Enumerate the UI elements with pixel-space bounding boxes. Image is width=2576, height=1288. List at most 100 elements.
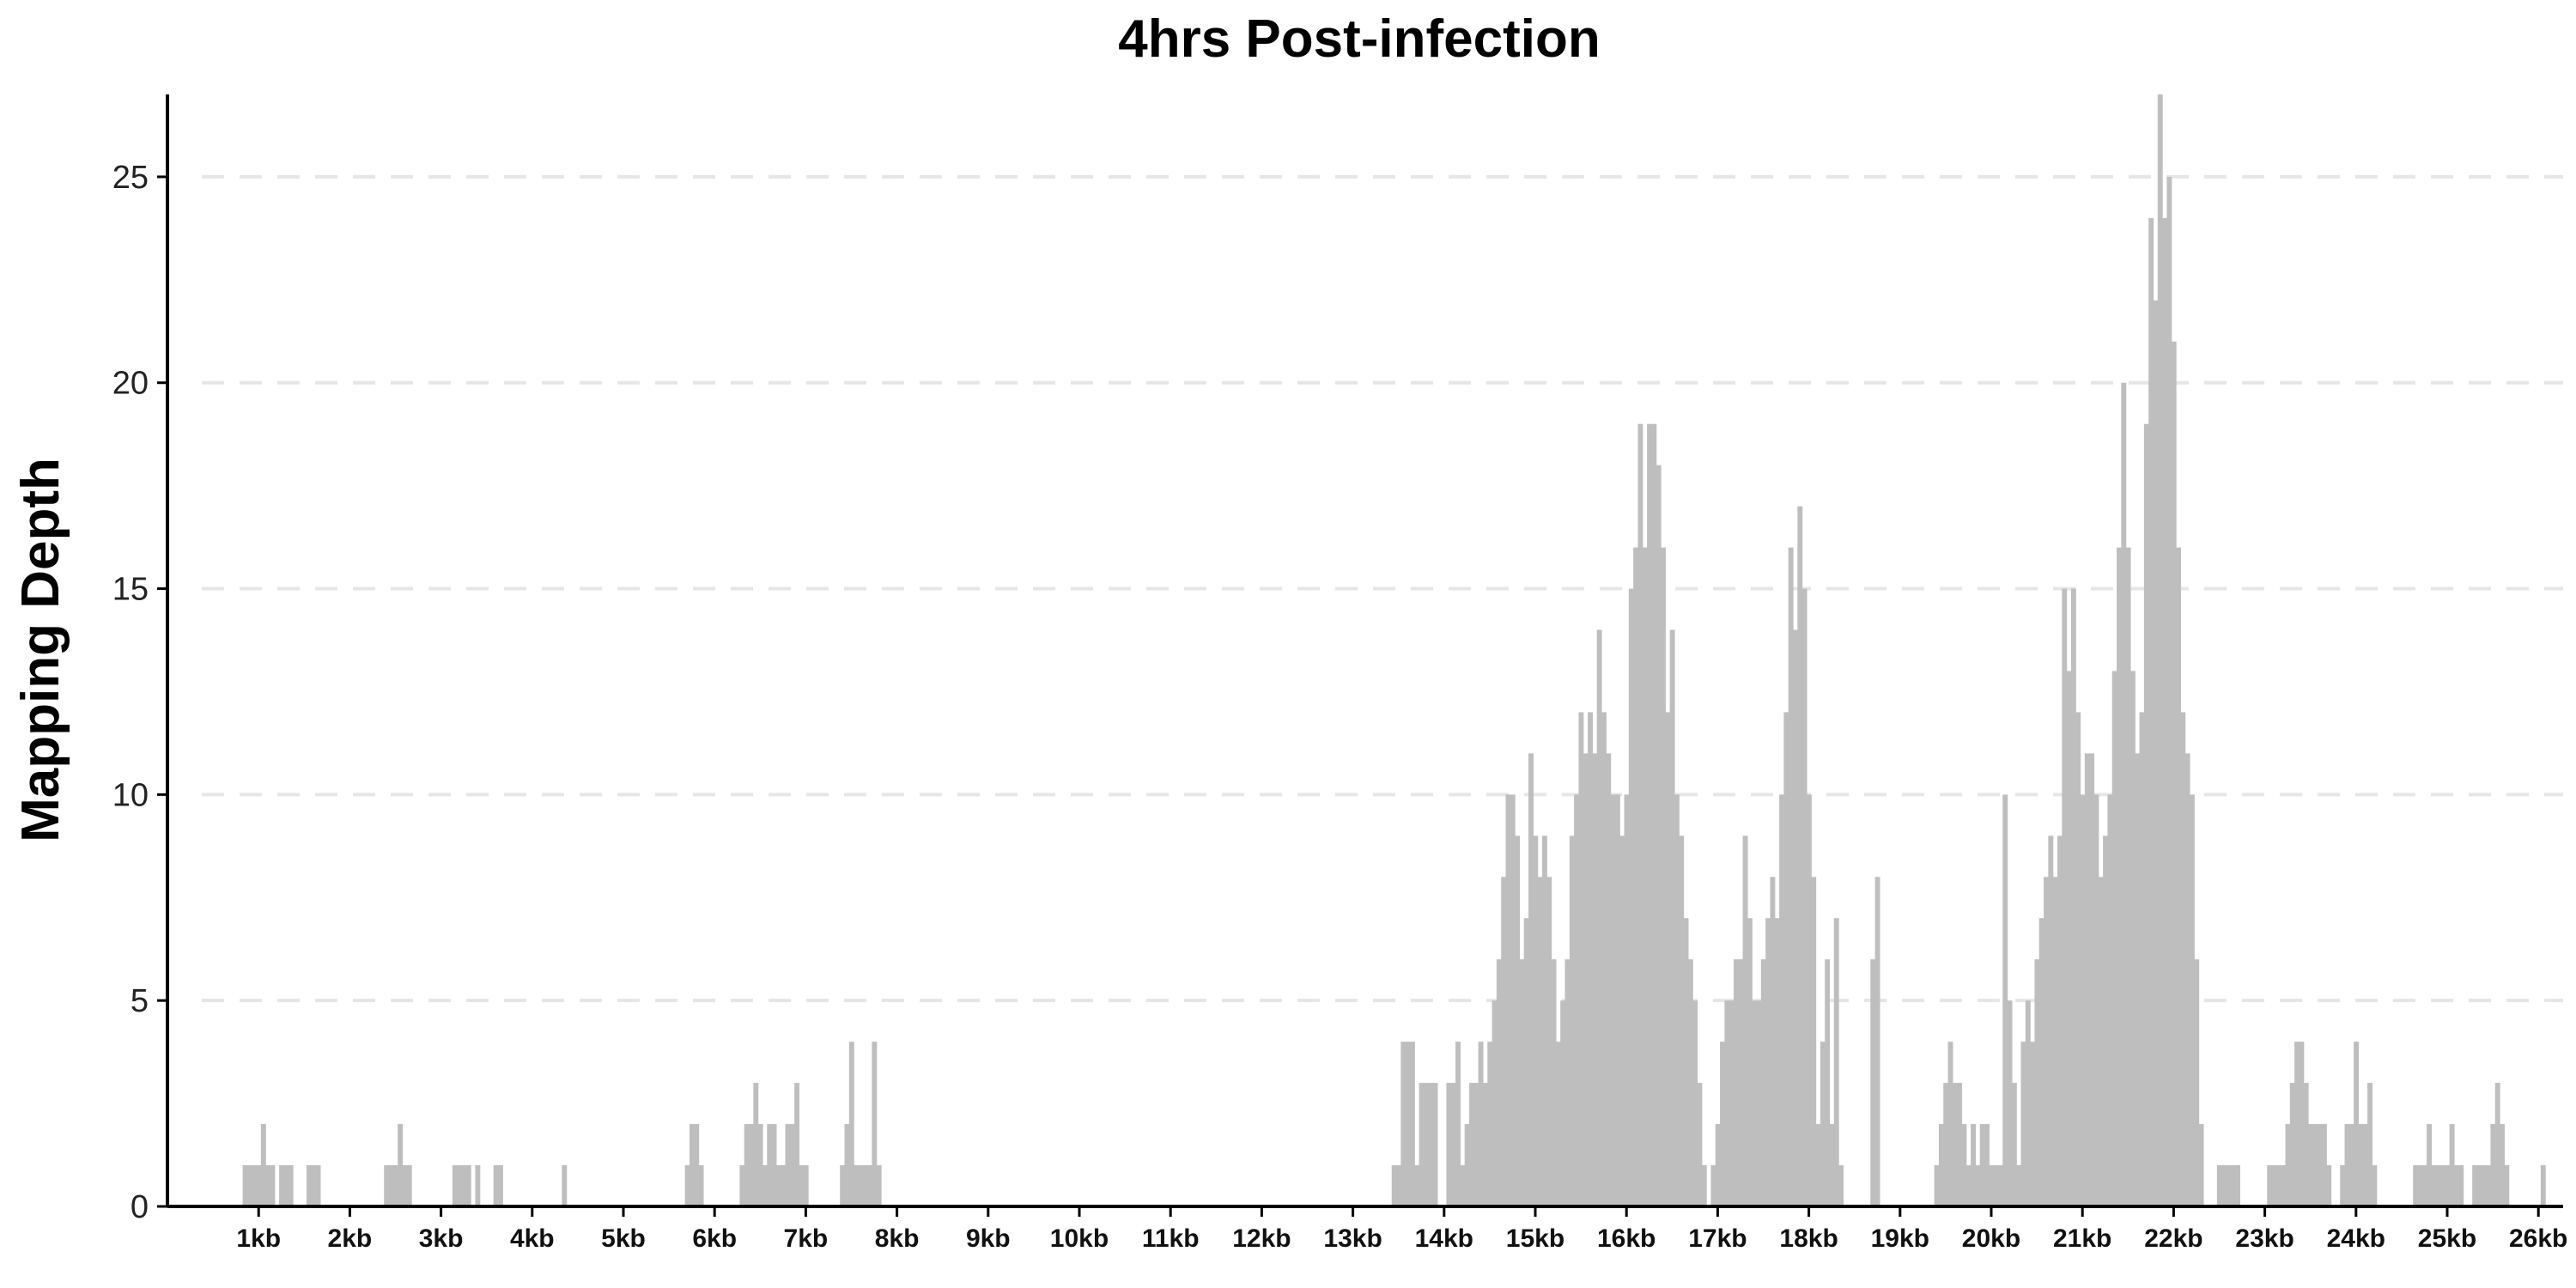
x-tick-label: 18kb [1779, 1224, 1838, 1253]
coverage-bar [2340, 1165, 2346, 1206]
coverage-bar [1993, 1165, 1999, 1206]
x-tick-label: 14kb [1415, 1224, 1473, 1253]
coverage-bar [2194, 959, 2200, 1206]
coverage-bar [2007, 1000, 2013, 1206]
coverage-bar [1975, 1165, 1981, 1206]
coverage-bar [876, 1165, 882, 1206]
x-tick-label: 2kb [328, 1224, 373, 1253]
coverage-bar [689, 1124, 695, 1206]
coverage-bar [315, 1165, 321, 1206]
coverage-bar [2281, 1165, 2287, 1206]
coverage-bar [2153, 300, 2159, 1206]
coverage-bar [402, 1165, 408, 1206]
coverage-bar [1692, 1000, 1698, 1206]
coverage-bar [2271, 1165, 2277, 1206]
coverage-bar [2500, 1124, 2505, 1206]
coverage-bar [2111, 671, 2117, 1206]
coverage-bar [2129, 671, 2136, 1206]
coverage-bar [2189, 794, 2195, 1206]
coverage-bar [1679, 835, 1685, 1206]
coverage-bar [2421, 1165, 2427, 1206]
coverage-bar [562, 1165, 568, 1206]
coverage-bar [1952, 1083, 1958, 1206]
y-tick-label: 25 [112, 160, 149, 196]
x-tick-label: 21kb [2053, 1224, 2111, 1253]
coverage-bar [2299, 1042, 2305, 1206]
coverage-bar [242, 1165, 248, 1206]
coverage-bar [1651, 423, 1657, 1206]
coverage-bar [1793, 629, 1798, 1206]
coverage-bar [265, 1165, 271, 1206]
coverage-bar [1637, 423, 1643, 1206]
coverage-bar [2038, 918, 2044, 1206]
coverage-bar [452, 1165, 458, 1206]
coverage-bar [1619, 835, 1625, 1206]
coverage-bar [2034, 959, 2040, 1206]
coverage-bar [2011, 1083, 2017, 1206]
coverage-bar [497, 1165, 503, 1206]
coverage-bar [1546, 877, 1552, 1206]
coverage-bar [1697, 1083, 1703, 1206]
coverage-bar [1588, 712, 1593, 1206]
coverage-bar [1533, 835, 1539, 1206]
coverage-bar [2354, 1042, 2360, 1206]
x-tick-label: 5kb [601, 1224, 646, 1253]
coverage-bar [1528, 753, 1534, 1206]
coverage-bar [2139, 712, 2145, 1206]
coverage-bar [854, 1165, 860, 1206]
coverage-bar [1487, 1042, 1493, 1206]
coverage-bar [1400, 1042, 1406, 1206]
coverage-bar [2427, 1124, 2433, 1206]
coverage-bar [694, 1124, 700, 1206]
coverage-bar [2002, 794, 2008, 1206]
coverage-bar [1997, 1165, 2003, 1206]
coverage-bar [1838, 1165, 1844, 1206]
x-tick-label: 19kb [1871, 1224, 1929, 1253]
coverage-bar [2504, 1165, 2510, 1206]
coverage-bar [2070, 588, 2076, 1206]
coverage-bar [1455, 1042, 1461, 1206]
coverage-bar [246, 1165, 252, 1206]
coverage-bar [311, 1165, 317, 1206]
coverage-bar [1701, 1165, 1707, 1206]
coverage-bar [1555, 1042, 1561, 1206]
coverage-bar [844, 1124, 850, 1206]
coverage-bar [475, 1165, 481, 1206]
x-tick-label: 8kb [875, 1224, 920, 1253]
x-tick-label: 26kb [2509, 1224, 2567, 1253]
coverage-bar [2481, 1165, 2487, 1206]
x-tick-label: 12kb [1232, 1224, 1291, 1253]
coverage-bar [2440, 1165, 2445, 1206]
coverage-bar [2221, 1165, 2227, 1206]
coverage-bar [2476, 1165, 2482, 1206]
x-tick-label: 20kb [1962, 1224, 2020, 1253]
coverage-bar [457, 1165, 463, 1206]
coverage-bar [1656, 465, 1662, 1206]
coverage-bar [1628, 588, 1634, 1206]
coverage-bar [2162, 217, 2168, 1206]
coverage-bar [1492, 1000, 1498, 1206]
coverage-bar [2367, 1083, 2372, 1206]
coverage-bar [2025, 1000, 2031, 1206]
coverage-bar [256, 1165, 262, 1206]
coverage-bar [1957, 1083, 1963, 1206]
coverage-bar [771, 1124, 777, 1206]
coverage-bar [749, 1124, 754, 1206]
coverage-bar [2171, 341, 2177, 1206]
coverage-bar [2275, 1165, 2281, 1206]
coverage-bar [785, 1124, 791, 1206]
coverage-bar [1979, 1124, 1985, 1206]
coverage-bar [1396, 1165, 1401, 1206]
chart-title: 4hrs Post-infection [1118, 9, 1601, 69]
coverage-bar [753, 1083, 759, 1206]
coverage-bar [1779, 794, 1784, 1206]
coverage-bar [2080, 794, 2086, 1206]
coverage-bar [1419, 1083, 1425, 1206]
coverage-bar [1984, 1124, 1990, 1206]
coverage-bar [2184, 753, 2190, 1206]
coverage-bar [1989, 1165, 1995, 1206]
y-tick-label: 10 [112, 777, 149, 813]
coverage-bar [1797, 506, 1803, 1206]
coverage-bar [1642, 547, 1648, 1206]
